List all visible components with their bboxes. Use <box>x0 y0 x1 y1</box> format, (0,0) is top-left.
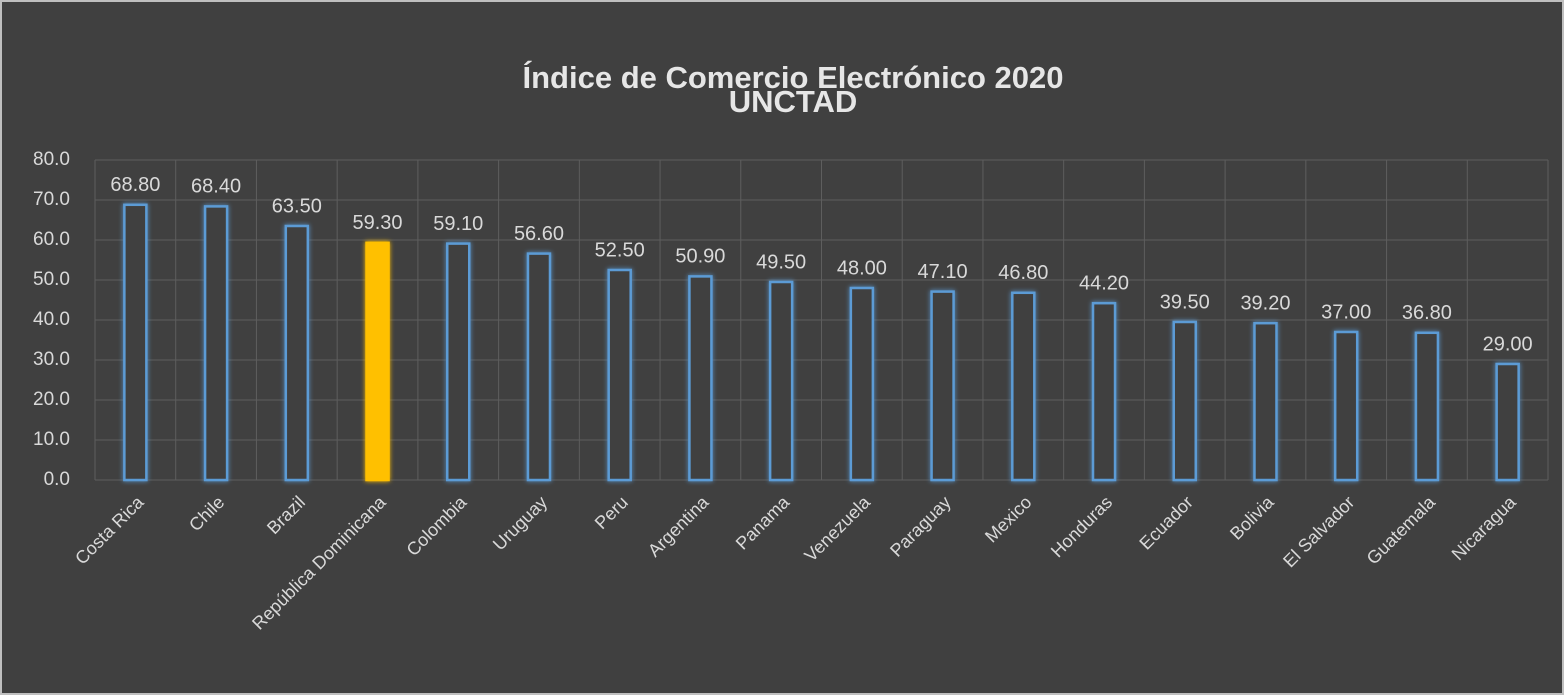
chart-title: Índice de Comercio Electrónico 2020 <box>523 60 1064 95</box>
bar <box>203 205 229 482</box>
bar <box>284 224 310 482</box>
bar <box>1091 301 1117 482</box>
bar <box>1495 362 1520 482</box>
data-label: 59.10 <box>433 213 483 235</box>
data-label: 59.30 <box>352 212 402 234</box>
data-label: 56.60 <box>514 223 564 245</box>
y-tick-label: 60.0 <box>33 229 70 250</box>
bar <box>365 241 390 482</box>
data-label: 44.20 <box>1079 272 1129 294</box>
bar <box>930 290 955 482</box>
data-label: 37.00 <box>1321 301 1371 323</box>
bar <box>1172 320 1197 482</box>
bar <box>607 268 632 482</box>
bar <box>1011 291 1036 482</box>
bar <box>849 286 875 482</box>
data-label: 68.80 <box>110 174 160 196</box>
data-label: 48.00 <box>837 257 887 279</box>
y-tick-label: 30.0 <box>33 349 70 370</box>
data-label: 29.00 <box>1483 333 1533 355</box>
bar <box>123 203 148 482</box>
y-tick-label: 0.0 <box>44 469 70 490</box>
y-tick-label: 10.0 <box>33 429 70 450</box>
data-label: 68.40 <box>191 176 241 198</box>
bar <box>1253 321 1278 482</box>
data-label: 49.50 <box>756 251 806 273</box>
data-label: 39.20 <box>1240 292 1290 314</box>
y-tick-label: 70.0 <box>33 189 70 210</box>
y-tick-label: 20.0 <box>33 389 70 410</box>
data-label: 39.50 <box>1160 291 1210 313</box>
bar <box>446 242 471 482</box>
data-label: 52.50 <box>595 239 645 261</box>
data-label: 50.90 <box>675 246 725 268</box>
chart-subtitle: UNCTAD <box>729 84 858 119</box>
data-label: 36.80 <box>1402 302 1452 324</box>
bar <box>1333 330 1359 482</box>
data-label: 46.80 <box>998 262 1048 284</box>
y-tick-label: 50.0 <box>33 269 70 290</box>
bar <box>1414 331 1440 482</box>
data-label: 63.50 <box>272 195 322 217</box>
y-tick-label: 40.0 <box>33 309 70 330</box>
data-label: 47.10 <box>918 261 968 283</box>
bar <box>526 252 552 482</box>
bar <box>688 275 713 482</box>
bar <box>768 280 794 482</box>
y-tick-label: 80.0 <box>33 149 70 170</box>
